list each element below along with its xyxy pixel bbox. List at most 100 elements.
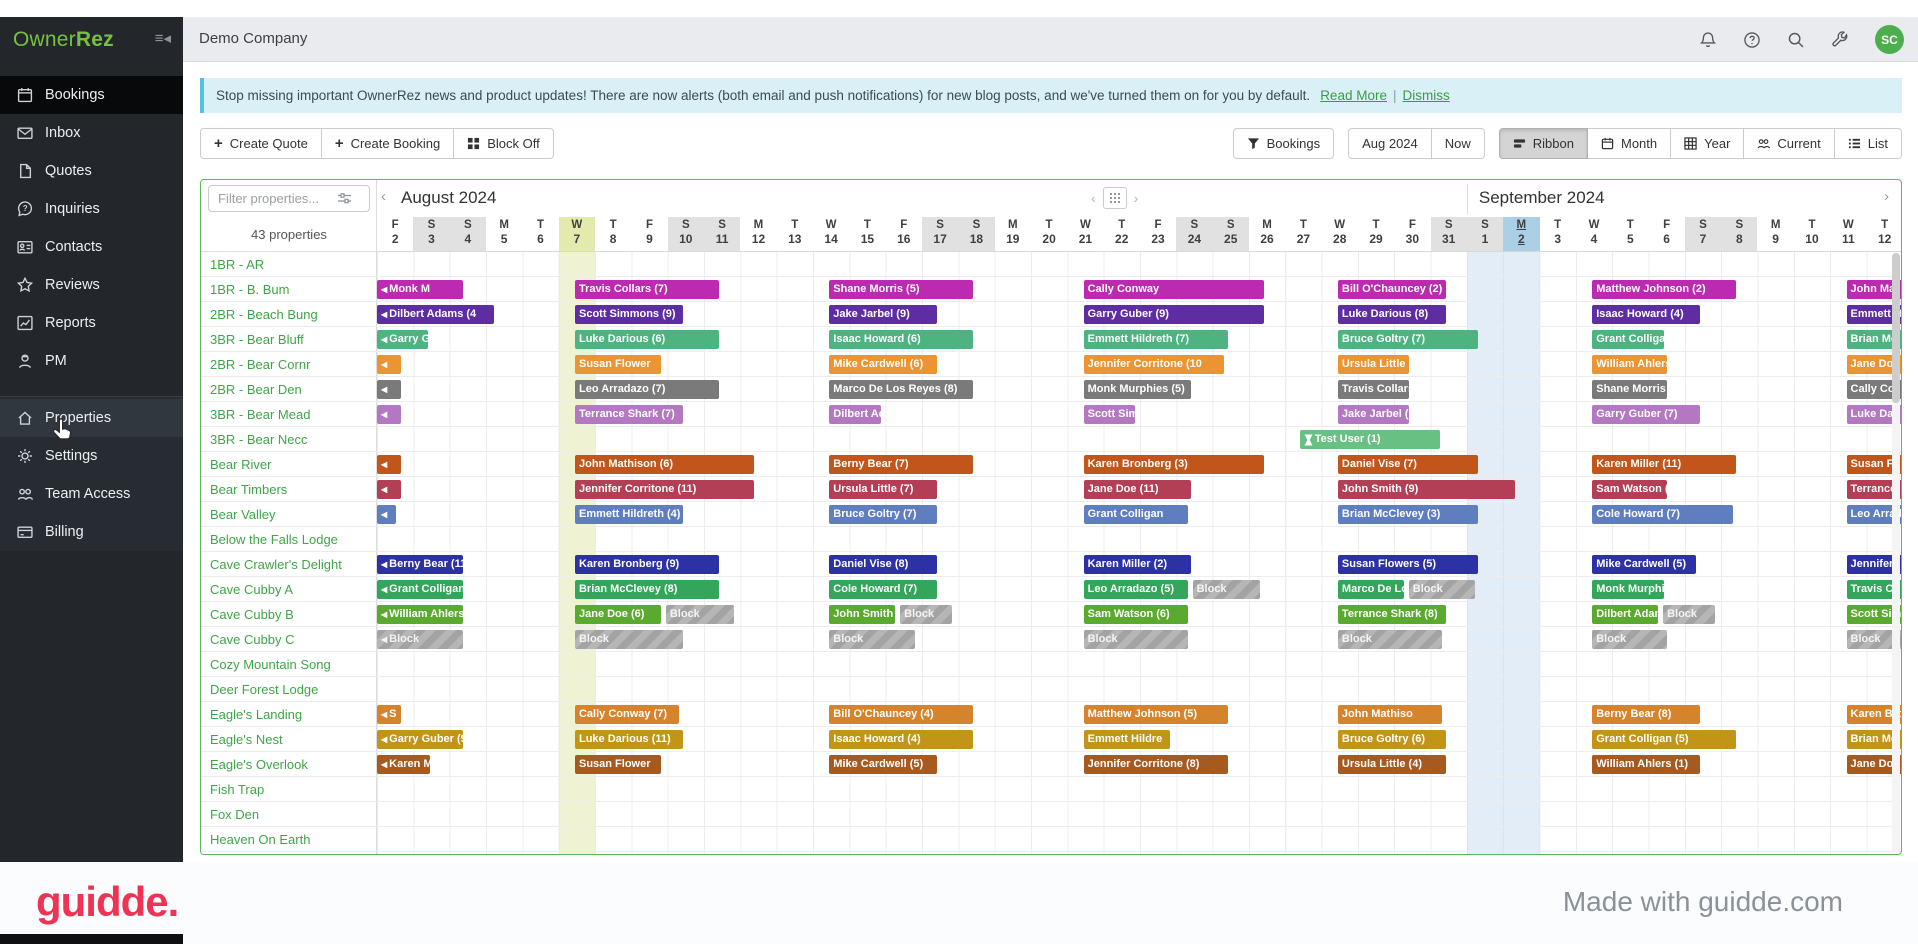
booking-bar[interactable]: Bruce Goltry (7) [829, 505, 938, 524]
booking-bar[interactable]: John Smith (9) [1337, 480, 1515, 499]
vertical-scrollbar[interactable] [1892, 253, 1900, 852]
sidebar-item-inbox[interactable]: Inbox [0, 114, 183, 152]
booking-bar[interactable]: Mike Cardwell (5) [1592, 555, 1697, 574]
booking-bar[interactable]: Jane Doe [1846, 355, 1901, 374]
view-year-button[interactable]: Year [1671, 128, 1745, 159]
grid-view-button[interactable] [1102, 187, 1127, 209]
booking-bar[interactable]: ◀ [377, 405, 402, 424]
booking-bar[interactable]: Daniel Vise (8) [829, 555, 938, 574]
booking-bar[interactable]: Leo Arradazo (7) [574, 380, 720, 399]
property-label-fish-trap[interactable]: Fish Trap [201, 777, 377, 802]
bookings-filter-button[interactable]: Bookings [1232, 128, 1335, 159]
property-label-below-the-falls-lodge[interactable]: Below the Falls Lodge [201, 527, 377, 552]
booking-bar[interactable]: Grant Colligan (5) [1592, 730, 1737, 749]
property-label-bear-timbers[interactable]: Bear Timbers [201, 477, 377, 502]
block-bar[interactable]: Block [900, 605, 952, 624]
booking-bar[interactable]: Emmett Hildreth (7) [1083, 330, 1228, 349]
booking-bar[interactable]: Karen Bronberg (3) [1083, 455, 1265, 474]
wrench-icon[interactable] [1831, 30, 1849, 49]
property-label-2br-beach-bung[interactable]: 2BR - Beach Bung [201, 302, 377, 327]
booking-bar[interactable]: Daniel Vise (7) [1337, 455, 1479, 474]
sidebar-item-properties[interactable]: Properties [0, 399, 183, 437]
booking-bar[interactable]: Susan Flower [574, 355, 661, 374]
property-label-cave-cubby-c[interactable]: Cave Cubby C [201, 627, 377, 652]
booking-bar[interactable]: ◀ Karen M [377, 755, 431, 774]
booking-bar[interactable]: Travis Collars [1337, 380, 1410, 399]
prev-period-chevron[interactable]: ‹ [381, 188, 386, 205]
booking-bar[interactable]: Scott Simmons (9) [574, 305, 683, 324]
booking-bar[interactable]: Brian McClevey (3) [1337, 505, 1479, 524]
property-label-heaven-on-earth[interactable]: Heaven On Earth [201, 827, 377, 852]
booking-bar[interactable]: Cole Howard (7) [1592, 505, 1733, 524]
next-period-chevron[interactable]: › [1884, 188, 1889, 205]
booking-bar[interactable]: John Mat [1846, 280, 1901, 299]
booking-bar[interactable]: Shane Morris (4) [1592, 380, 1668, 399]
booking-bar[interactable]: Garry Guber (7) [1592, 405, 1701, 424]
booking-bar[interactable]: Emmett Hildre [1083, 730, 1170, 749]
block-bar[interactable]: Block [1083, 630, 1188, 649]
nav-right-chevron[interactable]: › [1133, 190, 1139, 206]
sidebar-item-billing[interactable]: Billing [0, 513, 183, 551]
booking-bar[interactable]: John Mathison (6) [574, 455, 754, 474]
booking-bar[interactable]: ◀ Garry G [377, 330, 429, 349]
bell-icon[interactable] [1699, 31, 1717, 49]
booking-bar[interactable]: Karen Bronberg (9) [574, 555, 720, 574]
booking-bar[interactable]: John Smith (1 [829, 605, 896, 624]
search-icon[interactable] [1787, 31, 1805, 49]
booking-bar[interactable]: Monk Murphies (5) [1083, 380, 1192, 399]
booking-bar[interactable]: Luke Darious (8) [1337, 305, 1446, 324]
booking-bar[interactable]: ◀Grant Colligan (4) [377, 580, 463, 599]
booking-bar[interactable]: Bruce Goltry (6) [1337, 730, 1446, 749]
booking-bar[interactable]: ◀ Garry Guber (9) [377, 730, 463, 749]
block-bar[interactable]: ◀ Block [377, 630, 463, 649]
property-label-3br-bear-mead[interactable]: 3BR - Bear Mead [201, 402, 377, 427]
booking-bar[interactable]: William Ahlers (1) [1592, 755, 1701, 774]
booking-bar[interactable]: Test User (1) [1299, 430, 1441, 449]
sliders-icon[interactable] [337, 191, 352, 206]
booking-bar[interactable]: Garry Guber (9) [1083, 305, 1265, 324]
booking-bar[interactable]: Sam Watson (6) [1083, 605, 1188, 624]
booking-bar[interactable]: Matthew Johnson (5) [1083, 705, 1228, 724]
block-bar[interactable]: Block [1846, 630, 1901, 649]
block-bar[interactable]: Block [1192, 580, 1261, 599]
property-label-fox-den[interactable]: Fox Den [201, 802, 377, 827]
booking-bar[interactable]: Shane Morris (5) [829, 280, 974, 299]
period-button[interactable]: Aug 2024 [1348, 128, 1432, 159]
booking-bar[interactable]: Terrance Shark (8) [1337, 605, 1446, 624]
sidebar-item-pm[interactable]: PM [0, 342, 183, 380]
property-label-eagle-s-overlook[interactable]: Eagle's Overlook [201, 752, 377, 777]
booking-bar[interactable]: Marco De Los Reyes (8) [829, 380, 974, 399]
booking-bar[interactable]: Jennifer Corritone (10 [1083, 355, 1225, 374]
sidebar-item-bookings[interactable]: Bookings [0, 76, 183, 114]
booking-bar[interactable]: Jake Jarbel (9) [829, 305, 938, 324]
booking-bar[interactable]: Ursula Little (4) [1337, 755, 1446, 774]
nav-left-chevron[interactable]: ‹ [1091, 190, 1096, 206]
booking-bar[interactable]: Travis Co [1846, 580, 1901, 599]
booking-bar[interactable]: Jennifer Corritone (11) [574, 480, 754, 499]
booking-bar[interactable]: ◀ [377, 355, 402, 374]
sidebar-item-quotes[interactable]: Quotes [0, 152, 183, 190]
booking-bar[interactable]: ◀ [377, 480, 402, 499]
view-month-button[interactable]: Month [1587, 128, 1672, 159]
property-label-2br-bear-den[interactable]: 2BR - Bear Den [201, 377, 377, 402]
booking-bar[interactable]: Jane Doe [1846, 755, 1901, 774]
booking-bar[interactable]: William Ahlers [1592, 355, 1668, 374]
collapse-sidebar-icon[interactable]: ≡◂ [154, 30, 171, 47]
booking-bar[interactable]: ◀ S [377, 705, 402, 724]
booking-bar[interactable]: John Mathiso [1337, 705, 1443, 724]
booking-bar[interactable]: Isaac Howard (4) [829, 730, 974, 749]
booking-bar[interactable]: Matthew Johnson (2) [1592, 280, 1737, 299]
booking-bar[interactable]: Scott Sim [1846, 605, 1901, 624]
booking-bar[interactable]: Cally Conway [1083, 280, 1265, 299]
property-label-deer-forest-lodge[interactable]: Deer Forest Lodge [201, 677, 377, 702]
booking-bar[interactable]: Monk Murphies (4) [1592, 580, 1664, 599]
property-label-1br-b-bum[interactable]: 1BR - B. Bum [201, 277, 377, 302]
sidebar-item-inquiries[interactable]: ? Inquiries [0, 190, 183, 228]
booking-bar[interactable]: Jennifer Corritone (8) [1083, 755, 1228, 774]
booking-bar[interactable]: Jane Doe (11) [1083, 480, 1192, 499]
booking-bar[interactable]: ◀William Ahlers (3) [377, 605, 463, 624]
block-bar[interactable]: Block [1408, 580, 1475, 599]
property-label-cave-crawler-s-delight[interactable]: Cave Crawler's Delight [201, 552, 377, 577]
booking-bar[interactable]: Ursula Little (7) [829, 480, 938, 499]
booking-bar[interactable]: Luke Dar [1846, 405, 1901, 424]
